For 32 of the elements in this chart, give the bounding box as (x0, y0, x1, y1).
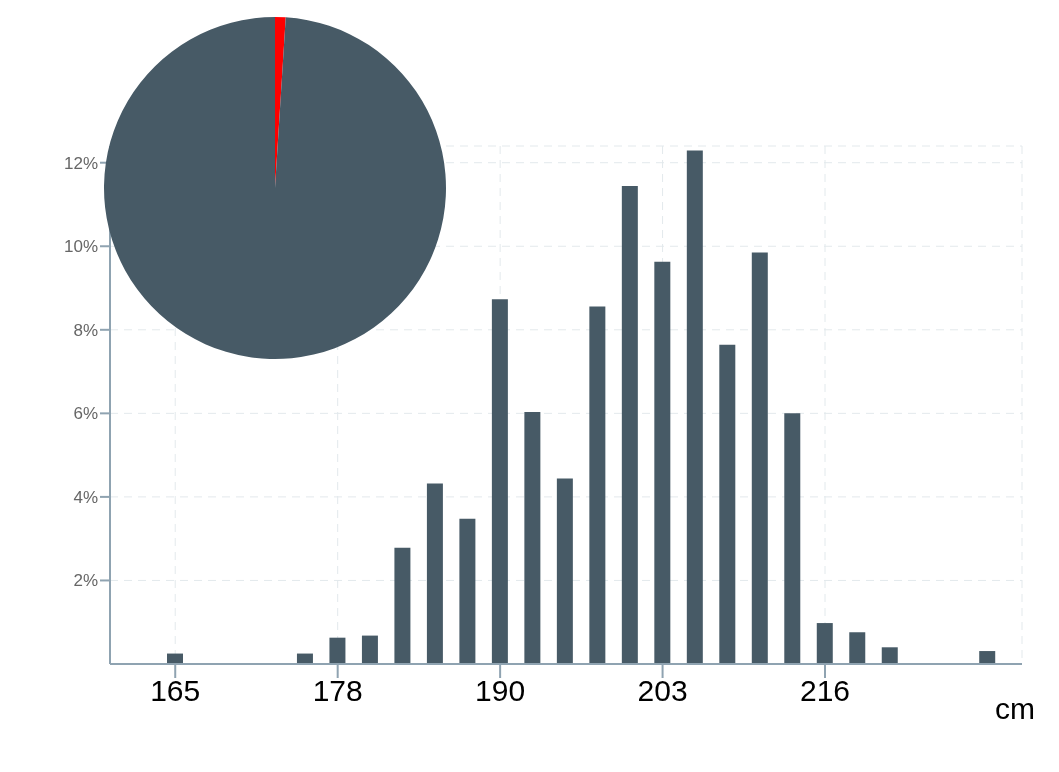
bar (556, 478, 573, 664)
bar (686, 150, 703, 664)
bar (654, 261, 671, 664)
bar (524, 412, 541, 664)
bar (426, 483, 443, 664)
bar (881, 647, 898, 664)
y-tick-label: 2% (73, 571, 98, 591)
x-tick-label: 190 (475, 674, 526, 708)
y-tick-label: 6% (73, 404, 98, 424)
x-tick-label: 178 (312, 674, 363, 708)
bar (329, 637, 346, 664)
bar (979, 651, 996, 664)
y-tick-label: 4% (73, 487, 98, 507)
pie-slice (104, 17, 446, 359)
bar (491, 299, 508, 664)
x-tick-label: 203 (637, 674, 688, 708)
y-tick-label: 10% (63, 237, 98, 257)
bar (361, 635, 378, 664)
x-tick-label: 216 (799, 674, 851, 708)
bar (621, 186, 638, 664)
x-tick-label: 165 (150, 674, 201, 708)
bar (816, 623, 833, 664)
bar (394, 547, 411, 664)
bar (751, 252, 768, 664)
bar (849, 632, 866, 664)
bar (589, 306, 606, 664)
x-axis-title: cm (995, 692, 1035, 726)
bar (459, 518, 476, 664)
bar (784, 413, 801, 664)
y-tick-label: 8% (73, 320, 98, 340)
y-tick-label: 12% (63, 153, 98, 173)
bar (719, 344, 736, 664)
